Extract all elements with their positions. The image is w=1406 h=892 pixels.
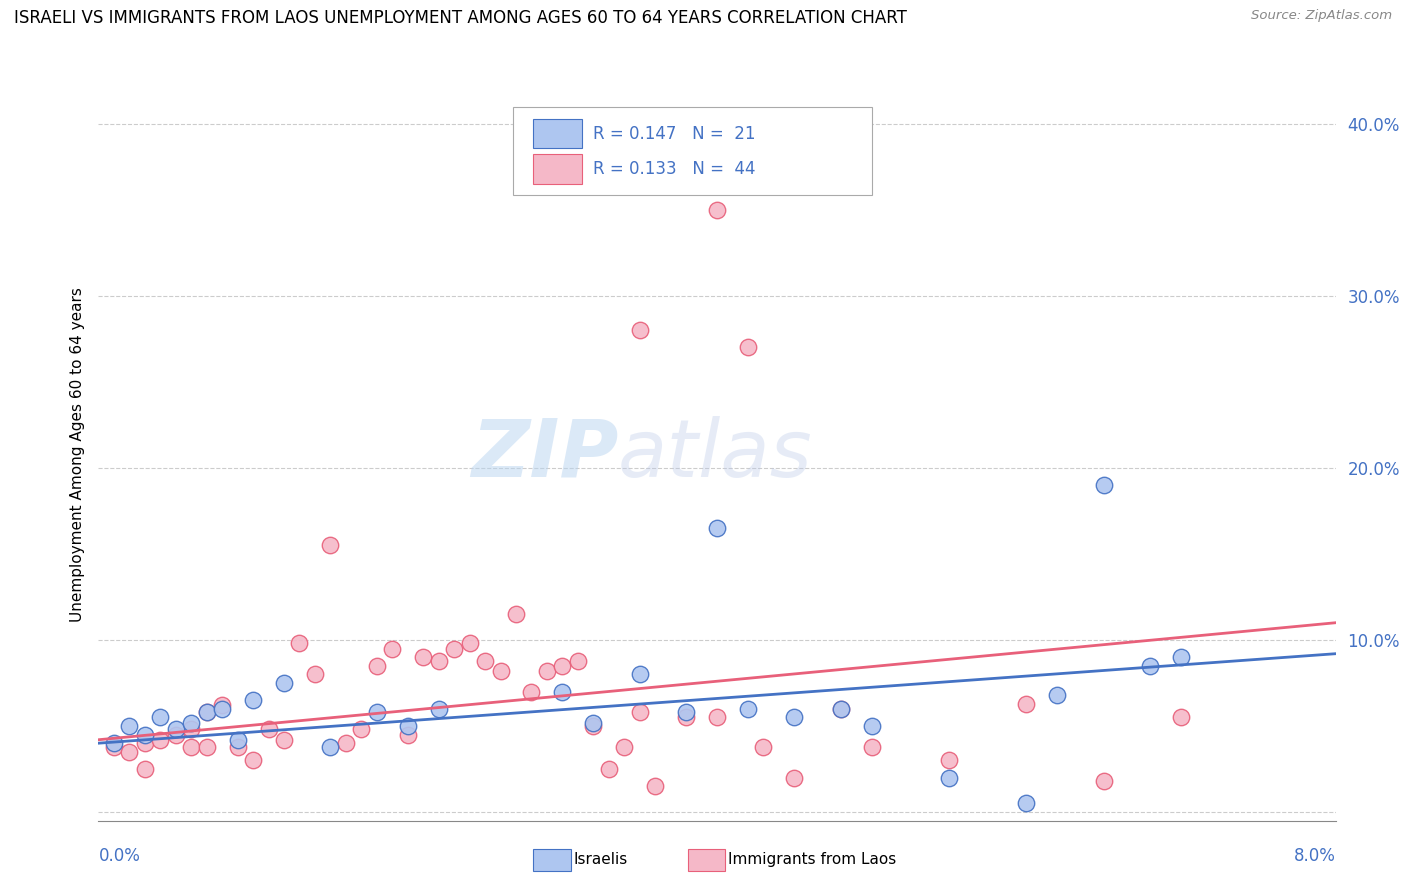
- Point: [1015, 797, 1038, 811]
- Text: 0.0%: 0.0%: [98, 847, 141, 865]
- Point: [273, 732, 295, 747]
- Text: R = 0.147   N =  21: R = 0.147 N = 21: [593, 125, 756, 143]
- Point: [396, 728, 419, 742]
- FancyBboxPatch shape: [533, 154, 582, 184]
- Text: Source: ZipAtlas.com: Source: ZipAtlas.com: [1251, 9, 1392, 22]
- Point: [783, 771, 806, 785]
- Point: [551, 684, 574, 698]
- Point: [752, 739, 775, 754]
- Point: [830, 702, 852, 716]
- Point: [737, 340, 759, 354]
- Point: [489, 664, 512, 678]
- Point: [381, 641, 404, 656]
- Point: [783, 710, 806, 724]
- Point: [675, 705, 697, 719]
- Point: [536, 664, 558, 678]
- Point: [598, 762, 620, 776]
- Point: [443, 641, 465, 656]
- Point: [737, 702, 759, 716]
- Point: [211, 698, 233, 713]
- Point: [706, 710, 728, 724]
- Point: [134, 728, 156, 742]
- Point: [288, 636, 311, 650]
- Point: [226, 732, 249, 747]
- Text: Immigrants from Laos: Immigrants from Laos: [728, 853, 897, 867]
- Point: [427, 702, 450, 716]
- Point: [335, 736, 357, 750]
- Y-axis label: Unemployment Among Ages 60 to 64 years: Unemployment Among Ages 60 to 64 years: [69, 287, 84, 623]
- Point: [474, 654, 496, 668]
- Point: [860, 719, 883, 733]
- Point: [103, 739, 125, 754]
- Point: [319, 538, 342, 552]
- Point: [412, 650, 434, 665]
- Point: [134, 762, 156, 776]
- Point: [675, 710, 697, 724]
- Point: [938, 771, 960, 785]
- Text: atlas: atlas: [619, 416, 813, 494]
- Point: [644, 779, 666, 793]
- Point: [149, 732, 172, 747]
- Point: [505, 607, 527, 621]
- Point: [165, 728, 187, 742]
- Point: [1170, 650, 1192, 665]
- Point: [582, 719, 605, 733]
- Point: [1015, 697, 1038, 711]
- Point: [1092, 774, 1115, 789]
- Text: 8.0%: 8.0%: [1294, 847, 1336, 865]
- Point: [242, 693, 264, 707]
- Point: [273, 676, 295, 690]
- Point: [706, 521, 728, 535]
- Point: [938, 753, 960, 767]
- Point: [706, 202, 728, 217]
- Point: [180, 715, 202, 730]
- Point: [1170, 710, 1192, 724]
- Point: [860, 739, 883, 754]
- Point: [582, 715, 605, 730]
- Point: [551, 658, 574, 673]
- Point: [628, 667, 651, 681]
- Point: [458, 636, 481, 650]
- Point: [567, 654, 589, 668]
- Point: [149, 710, 172, 724]
- Point: [628, 323, 651, 337]
- Point: [211, 702, 233, 716]
- Point: [134, 736, 156, 750]
- Point: [180, 723, 202, 737]
- Point: [1139, 658, 1161, 673]
- Point: [195, 705, 218, 719]
- Point: [226, 739, 249, 754]
- Point: [613, 739, 636, 754]
- Point: [1046, 688, 1069, 702]
- Point: [830, 702, 852, 716]
- Text: Israelis: Israelis: [574, 853, 628, 867]
- Point: [257, 723, 280, 737]
- Point: [180, 739, 202, 754]
- Point: [195, 739, 218, 754]
- Point: [103, 736, 125, 750]
- Point: [242, 753, 264, 767]
- Text: ISRAELI VS IMMIGRANTS FROM LAOS UNEMPLOYMENT AMONG AGES 60 TO 64 YEARS CORRELATI: ISRAELI VS IMMIGRANTS FROM LAOS UNEMPLOY…: [14, 9, 907, 27]
- Point: [1092, 478, 1115, 492]
- Point: [520, 684, 543, 698]
- FancyBboxPatch shape: [533, 120, 582, 148]
- Point: [118, 719, 141, 733]
- Point: [366, 705, 388, 719]
- Text: ZIP: ZIP: [471, 416, 619, 494]
- Point: [304, 667, 326, 681]
- Point: [396, 719, 419, 733]
- Point: [118, 745, 141, 759]
- Point: [366, 658, 388, 673]
- Point: [195, 705, 218, 719]
- Point: [350, 723, 373, 737]
- Point: [628, 705, 651, 719]
- Point: [427, 654, 450, 668]
- Point: [319, 739, 342, 754]
- Text: R = 0.133   N =  44: R = 0.133 N = 44: [593, 160, 756, 178]
- Point: [165, 723, 187, 737]
- FancyBboxPatch shape: [513, 108, 872, 195]
